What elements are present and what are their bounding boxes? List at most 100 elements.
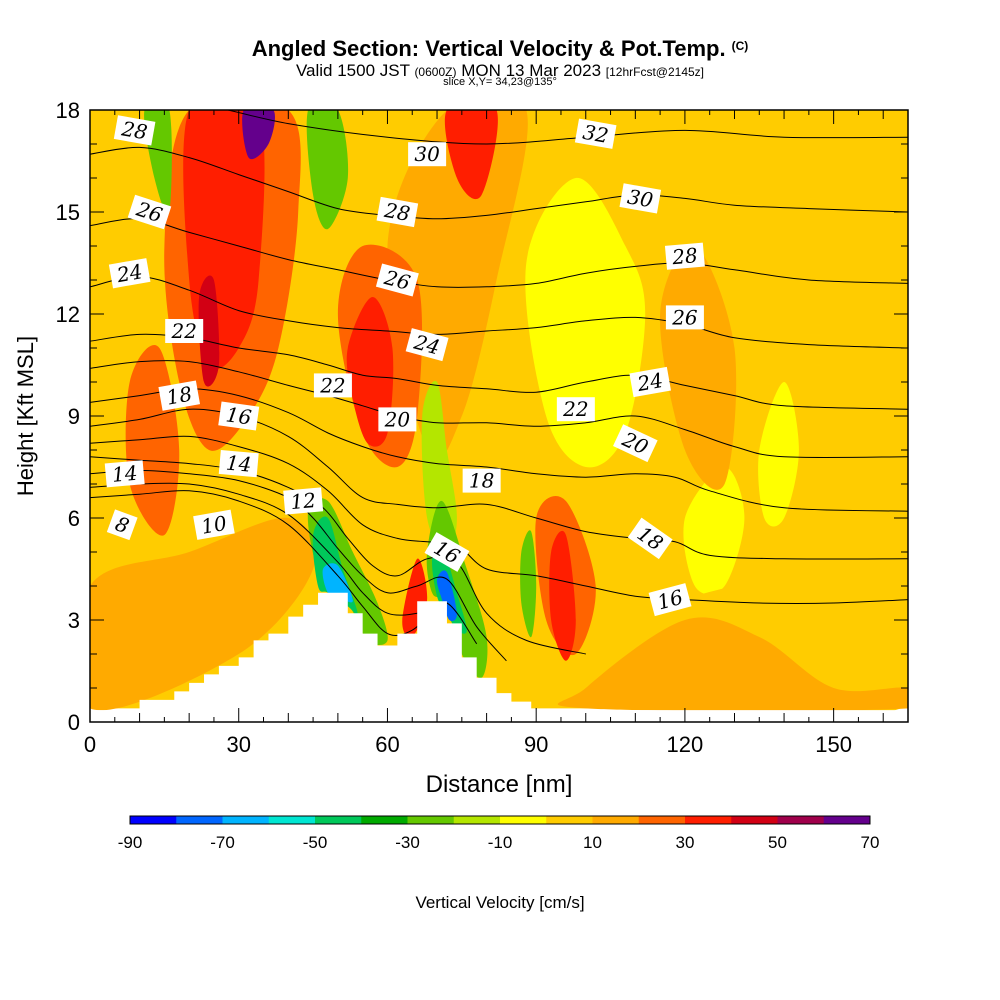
contour-label-box (664, 242, 705, 270)
contour-label: 18 (462, 468, 501, 493)
contour-label-box (218, 401, 260, 431)
contour-label-text: 30 (414, 142, 440, 166)
contour-label-box (193, 509, 235, 540)
contour-label-box (218, 449, 259, 478)
x-tick-label: 60 (375, 732, 399, 757)
contour-label-box (574, 118, 617, 149)
contour-label-text: 14 (111, 461, 138, 487)
x-tick-label: 30 (226, 732, 250, 757)
colorbar-swatch (592, 816, 640, 824)
velocity-region (549, 530, 576, 661)
velocity-region (198, 275, 220, 387)
colorbar-swatch (731, 816, 778, 824)
velocity-region (758, 382, 799, 527)
contour-label: 22 (313, 373, 352, 398)
y-tick-label: 9 (68, 404, 80, 429)
y-tick-label: 6 (68, 506, 80, 531)
contour-label-box (629, 366, 672, 398)
colorbar-swatch (407, 816, 455, 824)
contour-label: 30 (408, 142, 447, 167)
contour-label-box (424, 532, 470, 572)
colorbar-tick-label: -70 (210, 833, 235, 852)
theta-contour-28 (90, 218, 908, 288)
colorbar-frame (129, 815, 871, 825)
colorbar-tick-label: -90 (118, 833, 143, 852)
contour-label-box (405, 328, 449, 362)
contour-label-box (104, 460, 145, 488)
contour-label-box (378, 407, 417, 432)
x-tick-label: 120 (667, 732, 704, 757)
colorbar-tick-label: -10 (488, 833, 513, 852)
valid-prefix: Valid 1500 JST (295, 61, 410, 80)
velocity-region (387, 110, 528, 461)
x-tick-label: 90 (524, 732, 548, 757)
contour-label: 12 (283, 487, 324, 515)
contour-label-text: 28 (119, 116, 149, 144)
contour-label: 28 (113, 115, 156, 146)
x-tick-label: 0 (84, 732, 96, 757)
contour-label-text: 28 (382, 198, 412, 226)
velocity-region (322, 563, 353, 603)
contour-label-text: 30 (626, 184, 656, 212)
velocity-region (242, 110, 275, 159)
contour-label-text: 22 (562, 397, 588, 421)
colorbar-swatch (268, 816, 316, 824)
contour-label-box (376, 196, 419, 228)
contour-label-text: 18 (165, 382, 194, 410)
colorbar-swatch (638, 816, 686, 824)
theta-contour-24 (90, 333, 908, 410)
slice-info: slice X,Y= 34,23@135° (443, 76, 557, 88)
contour-label: 22 (165, 319, 204, 343)
contour-label-box (375, 263, 419, 297)
theta-contour-20 (90, 388, 908, 512)
contour-label-box (313, 373, 352, 398)
axis-ticks (89, 109, 909, 723)
contour-label-box (613, 424, 658, 463)
contour-label-text: 10 (199, 511, 229, 539)
velocity-region (444, 110, 498, 200)
contour-label-box (462, 468, 501, 493)
colorbar-tick-label: 70 (861, 833, 880, 852)
velocity-region (90, 517, 316, 711)
colorbar-tick-label: 10 (583, 833, 602, 852)
colorbar-swatch (361, 816, 408, 824)
velocity-region (306, 110, 349, 230)
contour-label: 28 (376, 196, 419, 228)
contour-label: 8 (106, 509, 138, 541)
colorbar-swatch (453, 816, 501, 824)
y-tick-label: 18 (56, 98, 80, 123)
theta-contour-26 (90, 276, 908, 349)
contour-label-box (165, 319, 204, 343)
colorbar-tick-label: 50 (768, 833, 787, 852)
contour-label-box (127, 194, 172, 230)
contour-label-box (408, 142, 447, 167)
contour-label-box (106, 509, 138, 541)
contour-label: 30 (619, 183, 662, 214)
colorbar-label: Vertical Velocity [cm/s] (415, 893, 585, 912)
contour-label-text: 28 (670, 243, 698, 269)
theta-contour-14 (90, 456, 586, 655)
contour-label-box (665, 305, 704, 330)
contour-label-text: 18 (469, 469, 494, 493)
contour-label: 32 (574, 118, 617, 149)
contour-label-text: 12 (289, 488, 316, 514)
colorbar-swatch (222, 816, 270, 824)
velocity-region (436, 570, 457, 622)
contour-label-box (648, 583, 692, 617)
colorbar-swatch (315, 816, 362, 824)
contour-label-box (556, 397, 595, 422)
velocity-region (421, 380, 457, 552)
velocity-field (90, 110, 908, 718)
contour-label-text: 22 (319, 373, 345, 397)
chart-title: Angled Section: Vertical Velocity & Pot.… (0, 36, 1000, 62)
contour-label: 10 (193, 509, 235, 540)
contour-label: 14 (218, 449, 259, 478)
copyright-mark: (C) (731, 39, 749, 53)
contour-label-text: 26 (671, 305, 698, 329)
colorbar-swatch (546, 816, 593, 824)
contour-label-text: 24 (635, 368, 665, 396)
contour-label-text: 24 (114, 259, 144, 287)
colorbar-swatch (777, 816, 825, 824)
velocity-region (683, 467, 745, 595)
